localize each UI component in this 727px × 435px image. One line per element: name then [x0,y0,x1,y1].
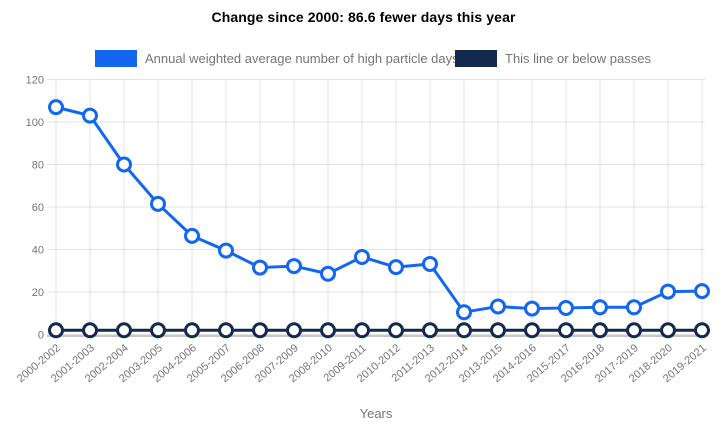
x-axis-title: Years [359,406,393,421]
data-point-marker [286,322,302,339]
data-point-marker [320,265,336,282]
data-point-marker [82,107,98,124]
data-point-marker [48,322,64,339]
data-point-marker [354,248,370,265]
data-point-marker [184,227,200,244]
data-point-marker [320,322,336,339]
data-point-marker [184,322,200,339]
data-point-marker [116,156,132,173]
legend-swatch-blue [95,50,137,67]
data-point-marker [252,259,268,276]
data-point-marker [422,255,438,272]
data-point-marker [558,322,574,339]
data-point-marker [626,299,642,316]
data-point-marker [218,322,234,339]
y-tick-label: 20 [32,287,44,299]
data-point-marker [456,322,472,339]
data-point-marker [592,299,608,316]
data-point-marker [150,195,166,212]
legend-item-pass-threshold: This line or below passes [455,50,651,67]
y-tick-label: 0 [38,330,44,342]
data-point-marker [286,258,302,275]
data-point-marker [524,322,540,339]
y-tick-label: 120 [26,75,44,87]
x-axis-ticks: 2000-20022001-20032002-20042003-20052004… [15,342,709,385]
y-tick-label: 40 [32,245,44,257]
y-tick-label: 80 [32,160,44,172]
legend-item-high-particle-days: Annual weighted average number of high p… [95,50,459,67]
chart-title: Change since 2000: 86.6 fewer days this … [211,9,516,25]
data-point-marker [524,300,540,317]
data-point-marker [82,322,98,339]
data-point-marker [116,322,132,339]
data-point-marker [218,242,234,259]
data-point-marker [558,299,574,316]
data-point-marker [456,304,472,321]
data-point-marker [388,259,404,276]
data-point-marker [490,298,506,315]
legend-label: This line or below passes [505,51,651,66]
data-point-marker [150,322,166,339]
data-point-marker [592,322,608,339]
series-pass-threshold [48,322,710,339]
data-point-marker [660,283,676,300]
y-tick-label: 100 [26,117,44,129]
series-high-particle-days [48,99,710,321]
data-point-marker [660,322,676,339]
data-point-marker [694,322,710,339]
data-point-marker [490,322,506,339]
legend-swatch-navy [455,50,497,67]
data-point-marker [252,322,268,339]
y-axis-ticks: 0 20 40 60 80 100 120 [26,75,44,342]
data-point-marker [48,99,64,116]
legend-label: Annual weighted average number of high p… [145,51,459,66]
data-point-marker [354,322,370,339]
data-point-marker [626,322,642,339]
data-point-marker [694,283,710,300]
data-point-marker [388,322,404,339]
y-tick-label: 60 [32,202,44,214]
gridlines [47,79,705,335]
data-point-marker [422,322,438,339]
